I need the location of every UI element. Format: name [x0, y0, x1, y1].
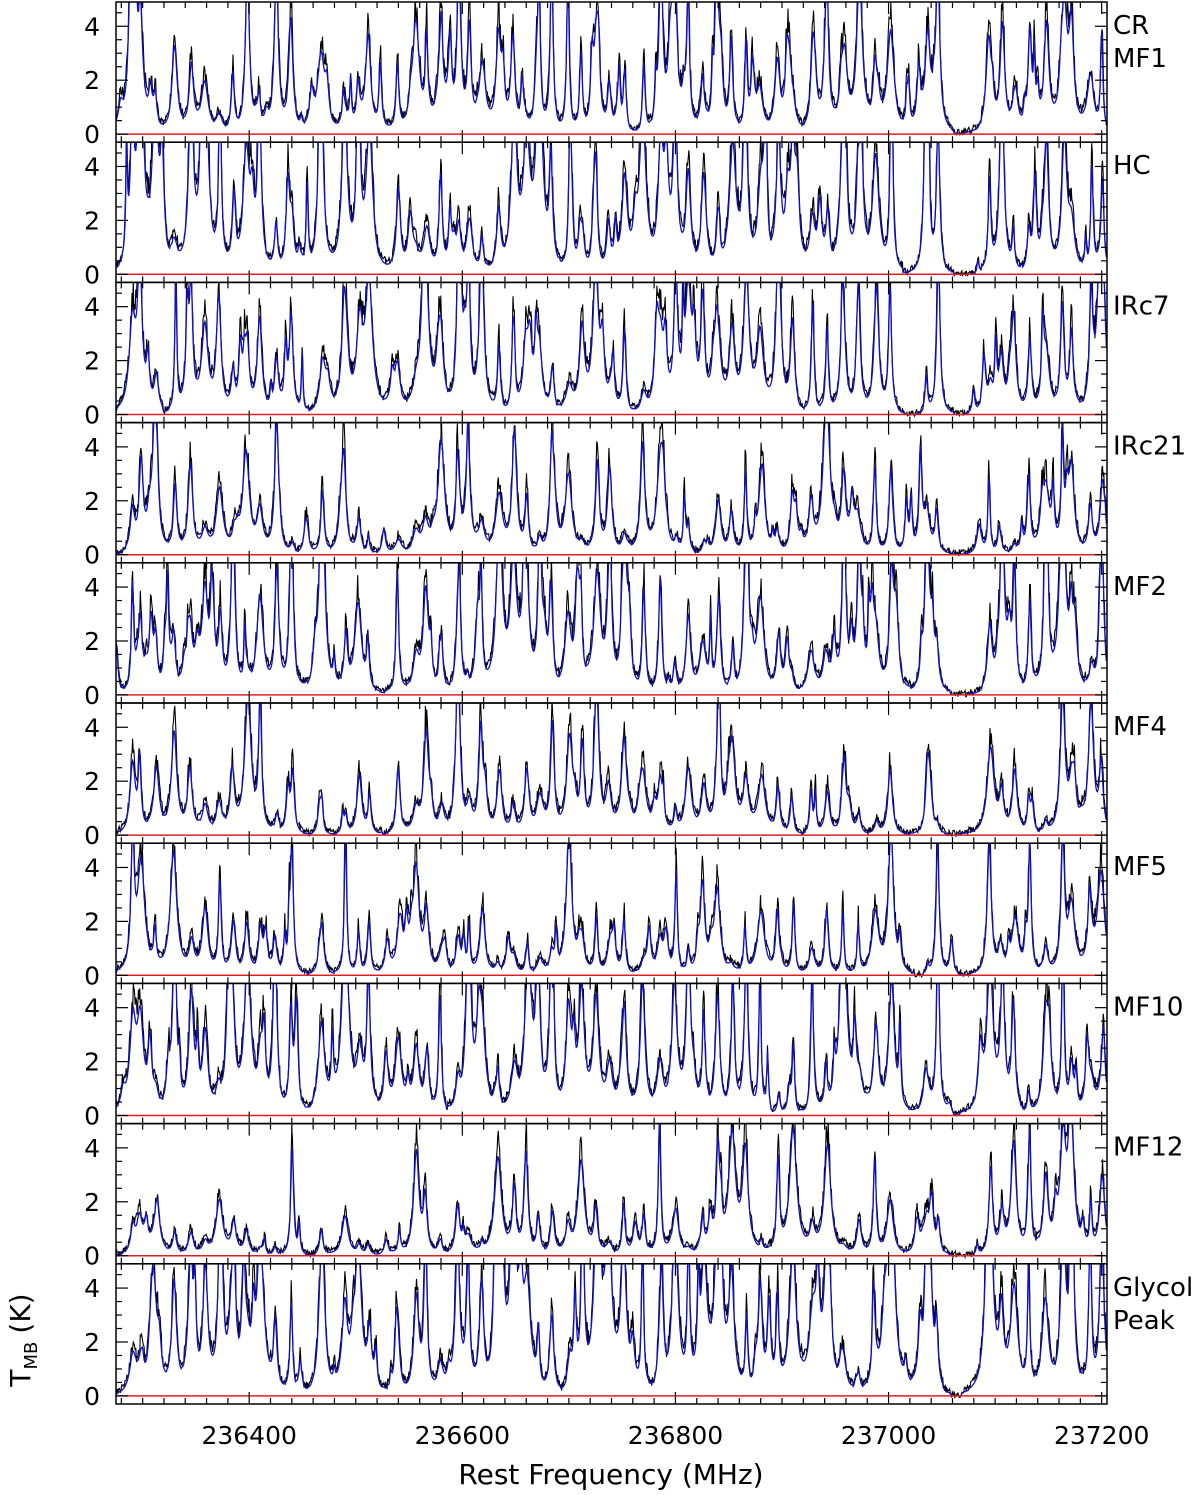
y-tick-label: 2	[84, 487, 100, 516]
y-tick-label: 2	[84, 347, 100, 376]
y-tick-label: 4	[84, 994, 100, 1023]
y-tick-label: 2	[84, 206, 100, 235]
y-tick-label: 2	[84, 1328, 100, 1357]
model-spectrum-line	[116, 282, 1107, 416]
panel-frame	[115, 281, 1108, 424]
model-spectrum-line	[116, 843, 1107, 976]
panel-label: HC	[1113, 151, 1151, 181]
spectrum-panel: 0 2 4 MF5	[84, 842, 1167, 990]
y-tick-label: 4	[84, 152, 100, 181]
x-axis: 236400 236600 236800 237000 237200	[201, 1421, 1149, 1450]
y-tick-label: 0	[84, 541, 100, 570]
y-tick-label: 4	[84, 713, 100, 742]
panel-frame	[115, 702, 1108, 844]
panel-label: MF5	[1113, 852, 1167, 882]
model-spectrum-line	[116, 983, 1107, 1116]
y-axis-title-main: T	[4, 1369, 37, 1388]
y-tick-label: 0	[84, 120, 100, 149]
panel-frame	[115, 982, 1108, 1125]
spectrum-panel: 0 2 4 IRc7	[84, 281, 1170, 430]
y-tick-label: 4	[84, 1134, 100, 1163]
y-tick-label: 2	[84, 1188, 100, 1217]
y-tick-label: 0	[84, 681, 100, 710]
y-axis-title: TMB (K)	[4, 1293, 42, 1387]
y-tick-label: 4	[84, 1274, 100, 1303]
model-spectrum-line	[116, 703, 1107, 836]
y-axis-title-sub: MB	[21, 1342, 42, 1370]
y-axis-title-unit: (K)	[4, 1293, 37, 1333]
panel-label: Peak	[1113, 1306, 1175, 1336]
panel-label: MF10	[1113, 992, 1183, 1022]
observed-spectrum-line	[116, 843, 1107, 979]
model-spectrum-line	[116, 422, 1107, 556]
y-tick-label: 0	[84, 961, 100, 990]
panel-label: CR	[1113, 11, 1149, 41]
panel-label: Glycol	[1113, 1273, 1193, 1303]
panel-label: MF2	[1113, 572, 1167, 602]
y-tick-label: 2	[84, 767, 100, 796]
observed-spectrum-line	[116, 1123, 1107, 1260]
y-tick-label: 4	[84, 853, 100, 882]
panel-label: IRc21	[1113, 432, 1186, 462]
y-tick-label: 0	[84, 260, 100, 289]
y-tick-label: 4	[84, 293, 100, 322]
observed-spectrum-line	[116, 1263, 1107, 1399]
y-tick-label: 0	[84, 1242, 100, 1271]
y-tick-label: 0	[84, 1382, 100, 1411]
spectrum-panel: 0 2 4 MF2	[84, 562, 1167, 710]
panel-frame	[115, 842, 1108, 985]
svg-text:TMB(K): TMB (K)	[4, 1293, 42, 1387]
y-tick-label: 2	[84, 907, 100, 936]
observed-spectrum-line	[116, 2, 1107, 137]
y-tick-label: 4	[84, 433, 100, 462]
panel-label: IRc7	[1113, 291, 1170, 321]
x-tick-label: 236600	[415, 1421, 510, 1450]
spectrum-panel: 0 2 4 IRc21	[84, 421, 1186, 570]
panel-frame	[115, 141, 1108, 284]
x-tick-label: 236400	[201, 1421, 296, 1450]
y-tick-label: 4	[84, 12, 100, 41]
y-tick-label: 2	[84, 627, 100, 656]
y-tick-label: 0	[84, 401, 100, 430]
panel-label: MF4	[1113, 712, 1167, 742]
model-spectrum-line	[116, 1123, 1107, 1257]
y-tick-label: 0	[84, 821, 100, 850]
spectrum-panel: 0 2 4 MF10	[84, 982, 1183, 1131]
observed-spectrum-line	[116, 983, 1107, 1117]
y-tick-label: 0	[84, 1102, 100, 1131]
x-tick-label: 236800	[628, 1421, 723, 1450]
x-tick-label: 237000	[841, 1421, 936, 1450]
panel-frame	[115, 1, 1108, 143]
spectrum-panel: 0 2 4 MF4	[84, 702, 1167, 850]
y-tick-label: 2	[84, 1048, 100, 1077]
model-spectrum-line	[116, 142, 1107, 277]
y-tick-label: 2	[84, 66, 100, 95]
y-tick-label: 4	[84, 573, 100, 602]
model-spectrum-line	[116, 2, 1107, 135]
panel-label: MF1	[1113, 44, 1167, 74]
spectrum-panel: 0 2 4 MF12	[84, 1122, 1183, 1271]
x-tick-label: 237200	[1054, 1421, 1149, 1450]
x-axis-title: Rest Frequency (MHz)	[458, 1458, 763, 1491]
panel-label: MF12	[1113, 1133, 1183, 1163]
model-spectrum-line	[116, 562, 1107, 696]
